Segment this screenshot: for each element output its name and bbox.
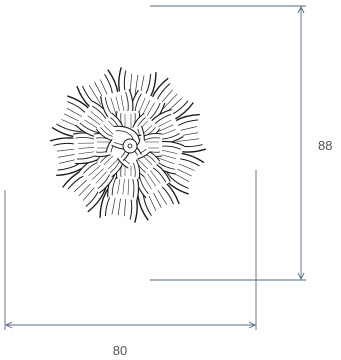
height-arrow-bottom <box>297 272 305 281</box>
center-pin-hole <box>127 143 133 149</box>
center-pin <box>122 138 138 154</box>
width-dimension <box>4 170 257 330</box>
width-label: 80 <box>113 343 127 358</box>
width-arrow-left <box>4 321 13 329</box>
height-arrow-top <box>297 5 305 14</box>
height-dimension <box>150 5 306 281</box>
height-label: 88 <box>318 138 332 153</box>
width-arrow-right <box>248 321 257 329</box>
ribbon-bow-illustration <box>49 66 207 224</box>
